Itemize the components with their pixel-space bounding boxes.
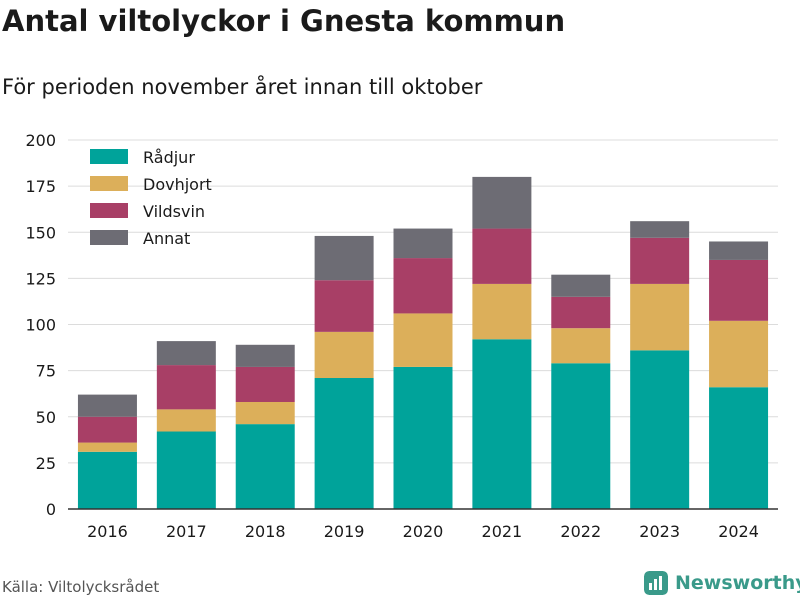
y-tick-label: 100: [25, 316, 56, 335]
bar-annat-2023: [630, 221, 690, 238]
bar-rådjur-2018: [235, 424, 295, 509]
bar-vildsvin-2016: [77, 416, 137, 443]
bar-annat-2016: [77, 394, 137, 417]
bar-vildsvin-2021: [472, 228, 532, 284]
source-note: Källa: Viltolycksrådet: [2, 578, 160, 596]
bar-dovhjort-2024: [709, 320, 769, 388]
y-tick-label: 50: [36, 408, 56, 427]
y-tick-label: 25: [36, 454, 56, 473]
bar-vildsvin-2017: [156, 365, 216, 410]
x-tick-label: 2019: [324, 522, 365, 541]
y-tick-label: 150: [25, 223, 56, 242]
axes: 0 25 50 75 100 125 150 175 200 2016 2017 2018 2019 20…: [25, 131, 778, 541]
x-tick-label: 2018: [245, 522, 286, 541]
y-tick-label: 0: [46, 500, 56, 519]
bar-rådjur-2020: [393, 366, 453, 509]
legend-label-annat: Annat: [143, 229, 190, 248]
legend-label-vildsvin: Vildsvin: [143, 202, 205, 221]
bar-rådjur-2022: [551, 363, 611, 509]
bar-rådjur-2021: [472, 339, 532, 509]
bar-rådjur-2016: [77, 451, 137, 509]
bar-dovhjort-2016: [77, 442, 137, 452]
bar-vildsvin-2020: [393, 258, 453, 314]
x-tick-label: 2021: [482, 522, 523, 541]
bar-dovhjort-2017: [156, 409, 216, 432]
bar-annat-2024: [709, 241, 769, 260]
legend-label-dovhjort: Dovhjort: [143, 175, 212, 194]
bar-dovhjort-2020: [393, 313, 453, 367]
legend-label-rådjur: Rådjur: [143, 148, 195, 167]
x-tick-label: 2024: [718, 522, 759, 541]
bar-rådjur-2023: [630, 350, 690, 509]
brand-logo: Newsworthy: [644, 568, 800, 598]
bars: [77, 176, 769, 509]
bar-rådjur-2017: [156, 431, 216, 509]
y-tick-label: 125: [25, 269, 56, 288]
legend-swatch-dovhjort: [90, 176, 128, 191]
bar-dovhjort-2023: [630, 283, 690, 351]
bar-vildsvin-2018: [235, 366, 295, 402]
x-tick-label: 2017: [166, 522, 207, 541]
bar-annat-2017: [156, 341, 216, 366]
x-tick-label: 2016: [87, 522, 128, 541]
legend-swatch-annat: [90, 230, 128, 245]
legend: Rådjur Dovhjort Vildsvin Annat: [90, 148, 212, 248]
bar-vildsvin-2022: [551, 296, 611, 329]
y-tick-label: 75: [36, 362, 56, 381]
bar-vildsvin-2019: [314, 280, 374, 332]
brand-name: Newsworthy: [675, 572, 800, 594]
bar-vildsvin-2024: [709, 259, 769, 321]
bar-annat-2020: [393, 228, 453, 259]
bar-annat-2019: [314, 235, 374, 281]
y-tick-label: 175: [25, 177, 56, 196]
bar-annat-2022: [551, 274, 611, 297]
x-tick-label: 2020: [403, 522, 444, 541]
y-tick-label: 200: [25, 131, 56, 150]
x-tick-label: 2022: [560, 522, 601, 541]
x-tick-label: 2023: [639, 522, 680, 541]
bar-rådjur-2019: [314, 378, 374, 509]
bar-dovhjort-2018: [235, 401, 295, 425]
bar-dovhjort-2021: [472, 283, 532, 340]
chart-title: Antal viltolyckor i Gnesta kommun: [2, 4, 566, 38]
legend-swatch-rådjur: [90, 149, 128, 164]
bar-vildsvin-2023: [630, 237, 690, 284]
bar-dovhjort-2022: [551, 328, 611, 364]
bar-annat-2021: [472, 176, 532, 229]
bar-annat-2018: [235, 344, 295, 367]
chart-subtitle: För perioden november året innan till ok…: [2, 75, 483, 99]
bar-rådjur-2024: [709, 387, 769, 509]
newsworthy-logo-icon: [644, 571, 668, 595]
legend-swatch-vildsvin: [90, 203, 128, 218]
bar-dovhjort-2019: [314, 331, 374, 379]
